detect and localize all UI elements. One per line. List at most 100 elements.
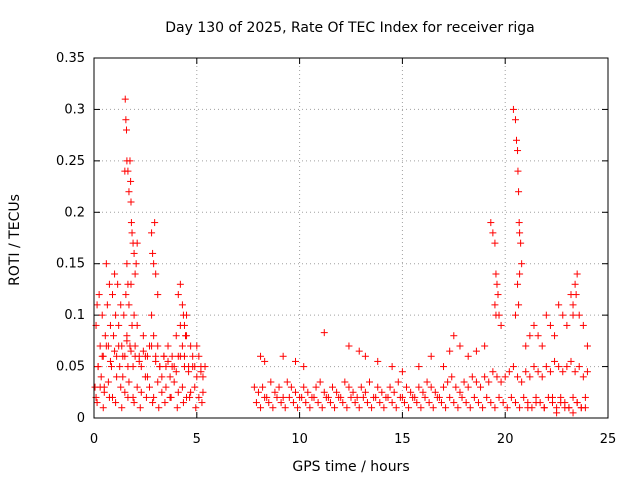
data-point xyxy=(132,260,140,268)
data-point xyxy=(129,363,137,371)
data-point xyxy=(520,393,528,401)
data-point xyxy=(466,404,474,412)
data-point xyxy=(464,352,472,360)
data-point xyxy=(421,393,429,401)
data-point xyxy=(505,368,513,376)
data-point xyxy=(514,280,522,288)
y-tick-label: 0.35 xyxy=(56,51,85,66)
data-point xyxy=(254,388,262,396)
axis-ticks: 0 0.05 0.1 0.15 0.2 0.25 0.3 0.35 0 5 10 15 20 25 xyxy=(56,51,616,447)
data-point xyxy=(143,352,151,360)
y-tick-label: 0.3 xyxy=(64,102,85,117)
data-point xyxy=(127,219,135,227)
data-point xyxy=(514,147,522,155)
data-point xyxy=(516,270,524,278)
data-point xyxy=(133,321,141,329)
data-point xyxy=(104,378,112,386)
data-point xyxy=(553,409,561,417)
data-point xyxy=(419,388,427,396)
data-point xyxy=(141,373,149,381)
data-point xyxy=(113,373,121,381)
data-point xyxy=(345,342,353,350)
data-point xyxy=(259,383,267,391)
data-point xyxy=(287,383,295,391)
data-point xyxy=(95,291,103,299)
x-tick-label: 5 xyxy=(193,432,201,447)
data-point xyxy=(495,393,503,401)
data-point xyxy=(164,342,172,350)
data-point xyxy=(514,373,522,381)
data-point xyxy=(151,219,159,227)
data-point xyxy=(472,378,480,386)
data-point xyxy=(468,373,476,381)
data-point xyxy=(109,291,117,299)
data-point xyxy=(155,404,163,412)
data-point xyxy=(150,393,158,401)
data-point xyxy=(126,157,134,165)
data-point xyxy=(577,404,585,412)
data-point xyxy=(328,383,336,391)
data-point xyxy=(122,126,130,134)
data-point xyxy=(265,399,273,407)
data-point xyxy=(160,352,168,360)
data-point xyxy=(198,399,206,407)
data-point xyxy=(380,404,388,412)
data-point xyxy=(427,383,435,391)
data-point xyxy=(199,373,207,381)
data-point xyxy=(115,342,123,350)
data-point xyxy=(376,399,384,407)
data-point xyxy=(174,291,182,299)
data-point xyxy=(279,352,287,360)
data-point xyxy=(366,378,374,386)
data-point xyxy=(125,188,133,196)
data-point xyxy=(318,404,326,412)
data-point xyxy=(378,388,386,396)
data-point xyxy=(573,270,581,278)
data-point xyxy=(119,373,127,381)
data-point xyxy=(320,329,328,337)
data-point xyxy=(130,249,138,257)
data-point xyxy=(515,188,523,196)
data-point xyxy=(291,388,299,396)
data-point xyxy=(388,399,396,407)
data-point xyxy=(405,404,413,412)
data-point xyxy=(546,321,554,329)
data-point xyxy=(431,388,439,396)
data-point xyxy=(154,342,162,350)
data-point xyxy=(294,404,302,412)
data-point xyxy=(477,383,485,391)
data-point xyxy=(425,399,433,407)
data-point xyxy=(191,383,199,391)
y-tick-label: 0.25 xyxy=(56,154,85,169)
data-point xyxy=(538,373,546,381)
data-point xyxy=(551,332,559,340)
data-point xyxy=(122,291,130,299)
data-point xyxy=(148,311,156,319)
data-point xyxy=(195,393,203,401)
data-point xyxy=(122,116,130,124)
data-point xyxy=(384,393,392,401)
data-point xyxy=(532,399,540,407)
data-point xyxy=(559,311,567,319)
data-point xyxy=(142,393,150,401)
data-point xyxy=(131,342,139,350)
data-point xyxy=(97,373,105,381)
data-point xyxy=(168,363,176,371)
data-point xyxy=(119,352,127,360)
data-point xyxy=(96,342,104,350)
data-point xyxy=(517,239,525,247)
data-point xyxy=(515,301,523,309)
data-point xyxy=(117,301,125,309)
data-point xyxy=(125,301,133,309)
y-tick-label: 0.1 xyxy=(64,308,85,323)
data-point xyxy=(149,249,157,257)
data-point xyxy=(106,357,114,365)
data-point xyxy=(105,280,113,288)
data-point xyxy=(107,363,115,371)
data-point xyxy=(131,270,139,278)
data-point xyxy=(353,393,361,401)
data-point xyxy=(306,404,314,412)
data-point xyxy=(450,332,458,340)
data-point xyxy=(275,383,283,391)
